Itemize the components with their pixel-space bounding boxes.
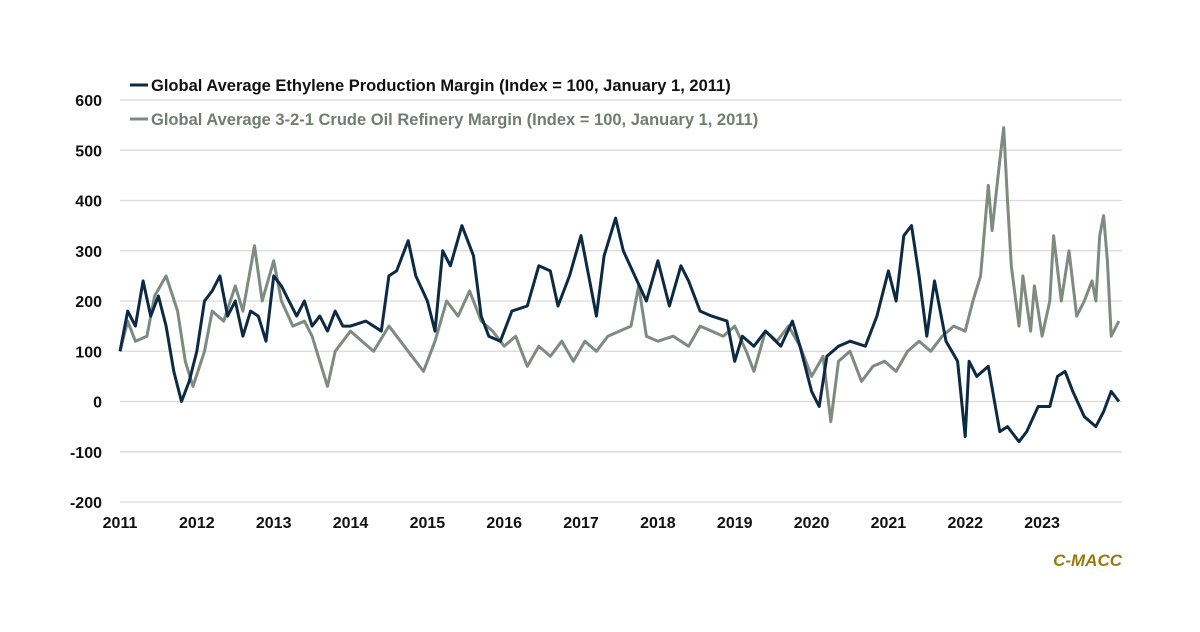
x-tick-label: 2023: [1024, 515, 1060, 532]
y-tick-label: 300: [75, 244, 102, 261]
legend: Global Average Ethylene Production Margi…: [130, 77, 758, 129]
series-lines: [118, 126, 1121, 444]
y-tick-label: -200: [70, 495, 102, 512]
legend-label-refinery: Global Average 3-2-1 Crude Oil Refinery …: [151, 111, 758, 129]
x-tick-label: 2016: [486, 515, 522, 532]
gridlines: [120, 99, 1122, 503]
x-tick-label: 2019: [717, 515, 753, 532]
y-tick-label: 100: [75, 344, 102, 361]
ethylene-margin-line: [118, 216, 1121, 444]
x-tick-label: 2012: [179, 515, 215, 532]
x-axis: 2011 2012 2013 2014 2015 2016 2017 2018 2019 2020…: [103, 515, 1060, 532]
y-tick-label: 400: [75, 194, 102, 211]
x-tick-label: 2018: [640, 515, 676, 532]
refinery-margin-line: [118, 126, 1121, 424]
source-label: C-MACC: [1053, 551, 1123, 570]
x-tick-label: 2020: [794, 515, 830, 532]
y-tick-label: 0: [93, 395, 102, 412]
y-tick-label: -100: [70, 445, 102, 462]
legend-label-ethylene: Global Average Ethylene Production Margi…: [151, 77, 731, 95]
y-tick-label: 600: [75, 93, 102, 110]
y-tick-label: 200: [75, 294, 102, 311]
x-tick-label: 2013: [256, 515, 292, 532]
x-tick-label: 2015: [410, 515, 446, 532]
x-tick-label: 2021: [871, 515, 907, 532]
x-tick-label: 2011: [103, 515, 138, 532]
x-tick-label: 2017: [563, 515, 599, 532]
y-axis: -200 -100 0 100 200 300 400 500 600: [70, 93, 102, 512]
x-tick-label: 2022: [947, 515, 983, 532]
x-tick-label: 2014: [333, 515, 369, 532]
y-tick-label: 500: [75, 143, 102, 160]
